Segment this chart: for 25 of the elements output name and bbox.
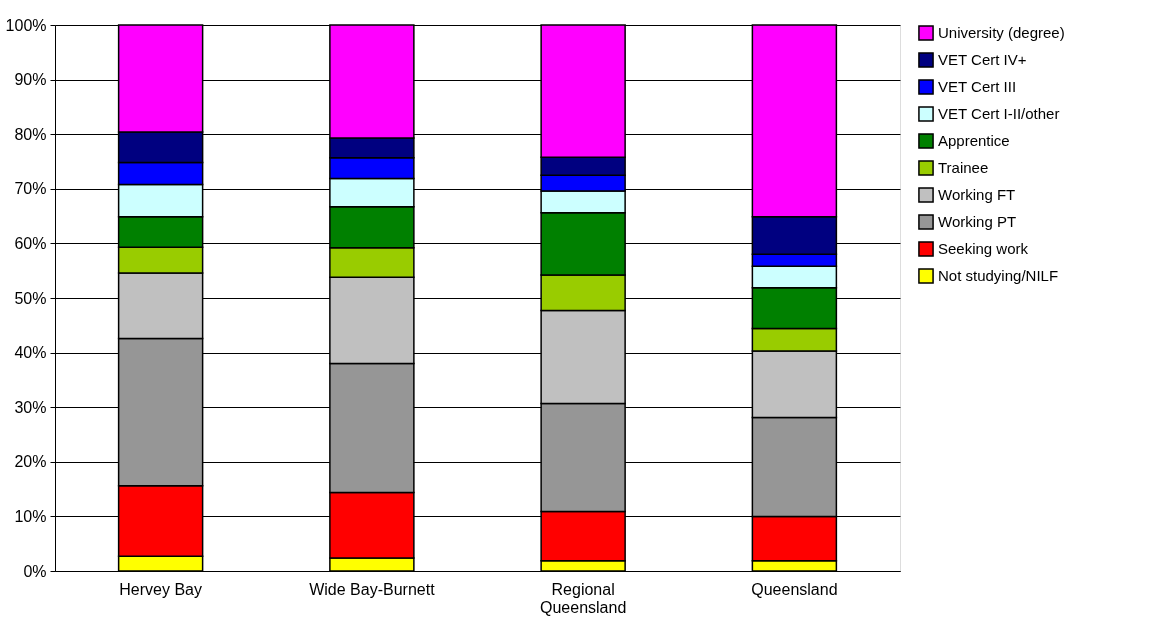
y-tick-label: 60% [14,234,47,252]
legend-label: VET Cert IV+ [938,51,1027,68]
legend-label: VET Cert I-II/other [938,105,1060,122]
y-tick-label: 70% [14,180,47,198]
legend-label: Working PT [938,213,1017,230]
y-tick-label: 0% [23,562,47,580]
y-tick-label: 20% [14,453,47,471]
legend-label: Apprentice [938,132,1010,149]
legend-label: Not studying/NILF [938,267,1059,284]
y-tick-label: 40% [14,344,47,362]
y-tick-label: 30% [14,398,47,416]
y-tick-label: 80% [14,125,47,143]
y-tick-label: 100% [5,16,47,34]
legend-label: Trainee [938,159,989,176]
x-tick-label: Regional Queensland [539,580,627,616]
y-tick-label: 10% [14,507,47,525]
legend-label: Working FT [938,186,1016,203]
x-tick-label: Queensland [751,580,838,598]
legend-label: University (degree) [938,24,1065,41]
y-tick-label: 90% [14,71,47,89]
x-tick-label: Hervey Bay [119,580,202,598]
legend-label: VET Cert III [938,78,1017,95]
x-tick-label: Wide Bay-Burnett [309,580,436,598]
legend-label: Seeking work [938,240,1029,257]
y-tick-label: 50% [14,289,47,307]
